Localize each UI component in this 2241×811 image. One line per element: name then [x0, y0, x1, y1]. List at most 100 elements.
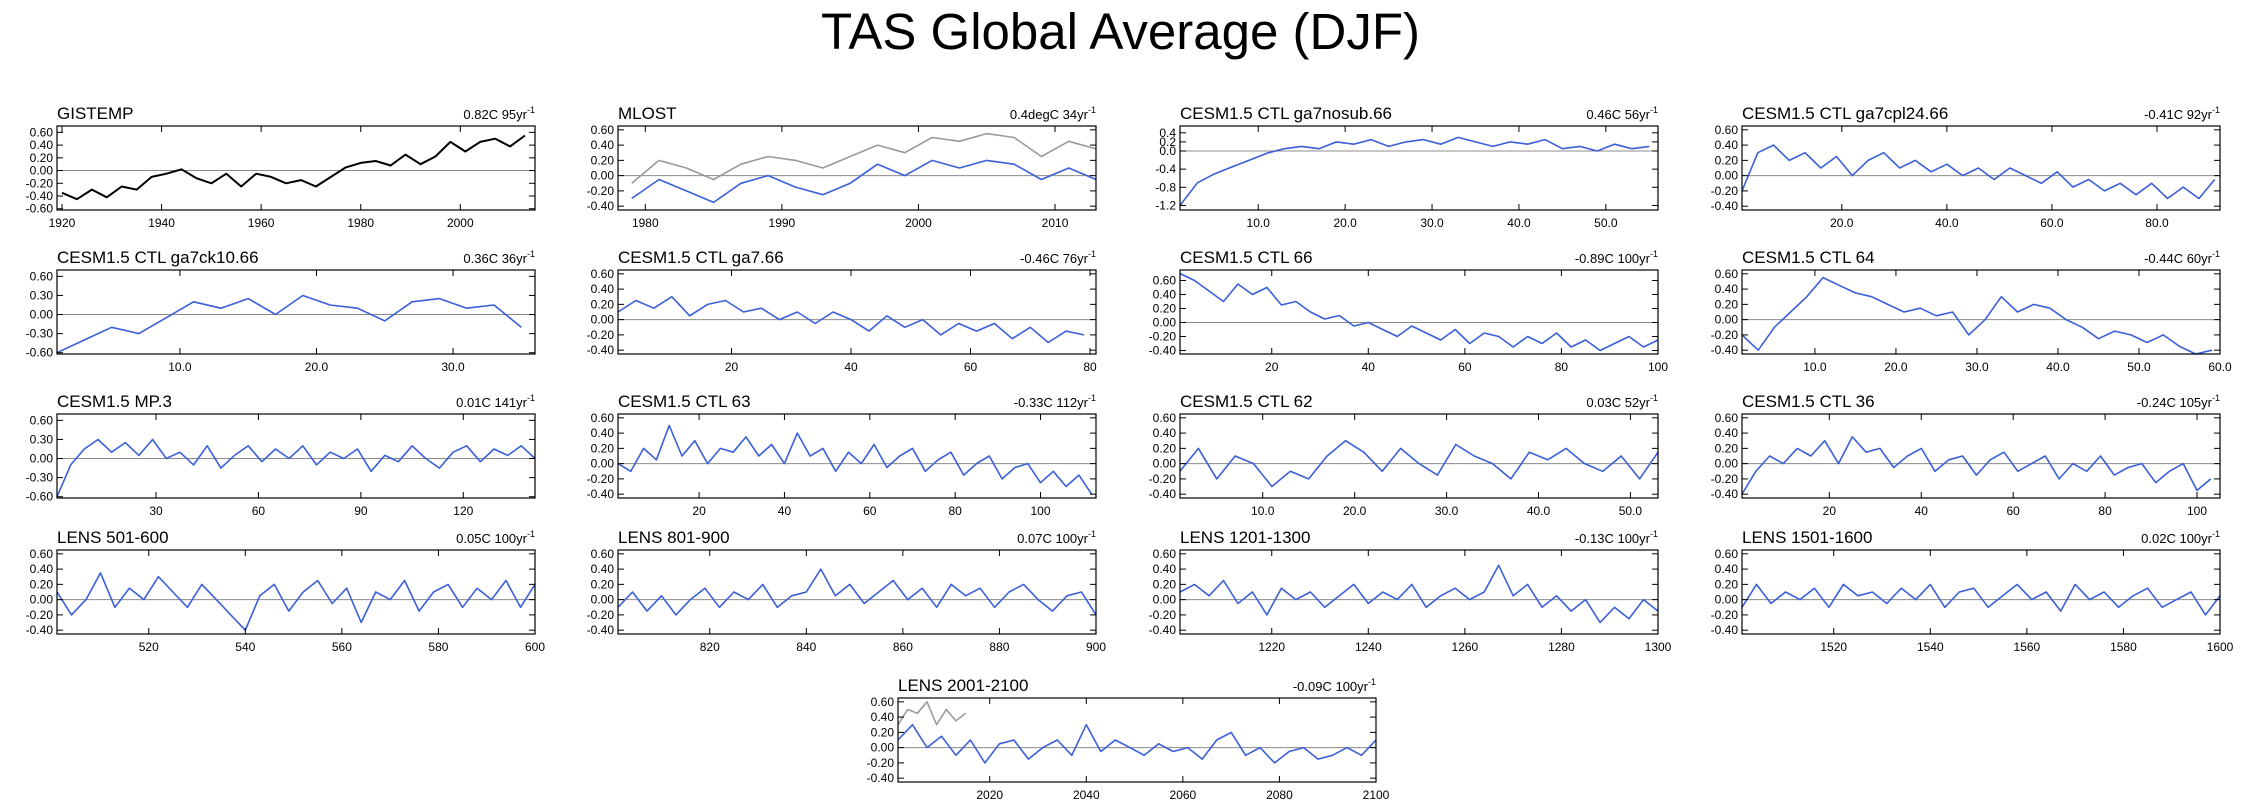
series-line-1 — [617, 568, 1097, 616]
chart-panel-17: LENS 2001-2100 -0.09C 100yr-1-0.40-0.200.… — [867, 676, 1390, 802]
x-tick-label: 100 — [1031, 504, 1051, 518]
panel-trend-label: -0.46C 76yr-1 — [1020, 249, 1096, 266]
x-tick-label: 10.0 — [1251, 504, 1275, 518]
y-tick-label: 0.40 — [591, 426, 615, 440]
y-tick-label: -0.40 — [1149, 487, 1177, 501]
y-tick-label: 0.00 — [30, 593, 54, 607]
y-tick-label: -0.20 — [867, 756, 895, 770]
x-tick-label: 80 — [2098, 504, 2112, 518]
y-tick-label: 0.00 — [591, 457, 615, 471]
chart-panel-10: CESM1.5 CTL 63 -0.33C 112yr-1-0.40-0.200.… — [587, 392, 1097, 518]
panel-trend-label: 0.46C 56yr-1 — [1586, 105, 1658, 122]
y-tick-label: 0.30 — [30, 288, 54, 302]
y-tick-label: 0.40 — [30, 562, 54, 576]
trend-value: 0.07C 100yr — [1017, 531, 1088, 546]
y-tick-label: 0.60 — [1153, 274, 1177, 288]
x-tick-label: 1520 — [1820, 640, 1847, 654]
panel-title: CESM1.5 MP.3 — [57, 392, 172, 411]
y-tick-label: 0.60 — [1715, 267, 1739, 281]
x-tick-label: 900 — [1086, 640, 1106, 654]
x-tick-label: 60 — [252, 504, 266, 518]
trend-exponent: -1 — [1650, 529, 1658, 539]
x-tick-label: 1920 — [49, 216, 76, 230]
y-tick-label: -0.40 — [867, 771, 895, 785]
trend-exponent: -1 — [527, 393, 535, 403]
x-tick-label: 40 — [778, 504, 792, 518]
x-tick-label: 1600 — [2207, 640, 2234, 654]
trend-value: -0.46C 76yr — [1020, 251, 1089, 266]
x-tick-label: 2010 — [1042, 216, 1069, 230]
chart-panel-12: CESM1.5 CTL 36 -0.24C 105yr-1-0.40-0.200.… — [1711, 392, 2221, 518]
y-tick-label: 0.40 — [1153, 288, 1177, 302]
y-tick-label: 0.40 — [1715, 426, 1739, 440]
x-tick-label: 20.0 — [1884, 360, 1908, 374]
panel-trend-label: -0.89C 100yr-1 — [1575, 249, 1658, 266]
y-tick-label: -0.20 — [1711, 184, 1739, 198]
y-tick-label: -0.40 — [587, 623, 615, 637]
y-tick-label: -0.40 — [1711, 343, 1739, 357]
chart-panel-1: GISTEMP 0.82C 95yr-1-0.60-0.40-0.200.000.… — [26, 104, 536, 230]
y-tick-label: 0.20 — [591, 297, 615, 311]
x-tick-label: 860 — [893, 640, 913, 654]
x-tick-label: 1260 — [1452, 640, 1479, 654]
panel-title: LENS 1201-1300 — [1180, 528, 1310, 547]
x-tick-label: 20 — [725, 360, 739, 374]
panel-title: CESM1.5 CTL 63 — [618, 392, 751, 411]
y-tick-label: -0.40 — [587, 199, 615, 213]
y-tick-label: 0.20 — [871, 725, 895, 739]
x-tick-label: 60 — [863, 504, 877, 518]
trend-exponent: -1 — [1088, 249, 1096, 259]
panel-trend-label: 0.01C 141yr-1 — [456, 393, 535, 410]
x-tick-label: 560 — [332, 640, 352, 654]
y-tick-label: 0.40 — [591, 282, 615, 296]
y-tick-label: 0.00 — [591, 593, 615, 607]
trend-exponent: -1 — [2212, 105, 2220, 115]
x-tick-label: 580 — [428, 640, 448, 654]
panel-title: CESM1.5 CTL ga7cpl24.66 — [1742, 104, 1948, 123]
x-tick-label: 20 — [1265, 360, 1279, 374]
y-tick-label: 0.60 — [30, 125, 54, 139]
series-line-1 — [56, 294, 522, 354]
y-tick-label: 0.20 — [1153, 302, 1177, 316]
x-tick-label: 1990 — [769, 216, 796, 230]
panel-trend-label: -0.41C 92yr-1 — [2144, 105, 2220, 122]
series-line-1 — [61, 134, 526, 201]
series-line-1 — [1741, 144, 2216, 200]
x-tick-label: 2020 — [976, 788, 1003, 802]
x-tick-label: 80 — [1083, 360, 1097, 374]
trend-value: 0.02C 100yr — [2141, 531, 2212, 546]
y-tick-label: 0.40 — [30, 138, 54, 152]
x-tick-label: 50.0 — [1594, 216, 1618, 230]
trend-value: -0.41C 92yr — [2144, 107, 2213, 122]
panel-title: CESM1.5 CTL 64 — [1742, 248, 1875, 267]
x-tick-label: 60 — [2006, 504, 2020, 518]
x-tick-label: 100 — [2187, 504, 2207, 518]
series-line-2 — [631, 159, 1097, 204]
chart-panel-5: CESM1.5 CTL ga7ck10.66 0.36C 36yr-1 -0.60 -… — [26, 248, 536, 374]
y-tick-label: 0.00 — [30, 452, 54, 466]
panel-title: CESM1.5 CTL 62 — [1180, 392, 1313, 411]
y-tick-label: -0.20 — [1711, 608, 1739, 622]
y-tick-label: 0.20 — [591, 577, 615, 591]
y-tick-label: 0.40 — [1715, 562, 1739, 576]
y-tick-label: -0.20 — [587, 328, 615, 342]
trend-value: -0.13C 100yr — [1575, 531, 1651, 546]
y-tick-label: -0.30 — [26, 471, 54, 485]
y-tick-label: 0.60 — [1715, 411, 1739, 425]
y-tick-label: 0.00 — [871, 741, 895, 755]
series-line-1 — [1179, 136, 1650, 206]
trend-exponent: -1 — [527, 529, 535, 539]
y-tick-label: 0.40 — [871, 710, 895, 724]
x-tick-label: 1280 — [1548, 640, 1575, 654]
x-tick-label: 20.0 — [305, 360, 329, 374]
y-tick-label: 0.60 — [591, 547, 615, 561]
y-tick-label: 0.60 — [30, 269, 54, 283]
y-tick-label: -0.20 — [587, 184, 615, 198]
x-tick-label: 2080 — [1266, 788, 1293, 802]
x-tick-label: 1940 — [148, 216, 175, 230]
chart-panel-9: CESM1.5 MP.3 0.01C 141yr-1 -0.60 -0.30 0.00 0… — [26, 392, 536, 518]
panel-trend-label: 0.4degC 34yr-1 — [1010, 105, 1096, 122]
panel-trend-label: 0.82C 95yr-1 — [463, 105, 535, 122]
x-tick-label: 840 — [796, 640, 816, 654]
trend-value: 0.01C 141yr — [456, 395, 527, 410]
